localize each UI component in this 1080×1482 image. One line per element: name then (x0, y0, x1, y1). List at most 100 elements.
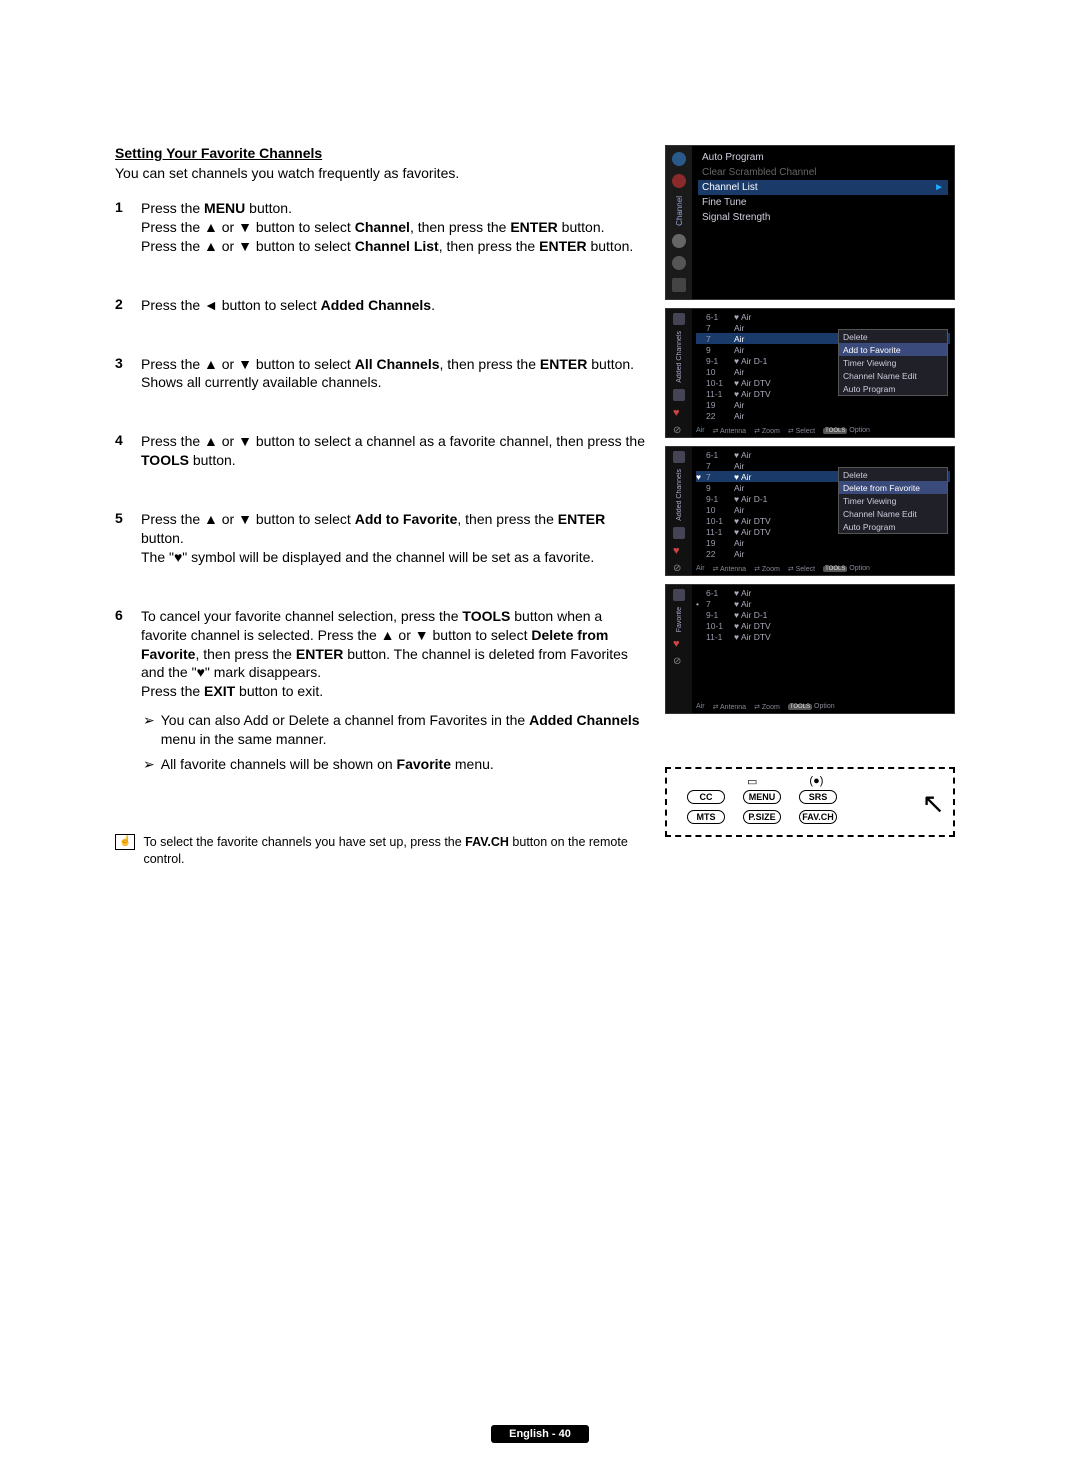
chlist-sidebar: Added Channels ♥ ⊘ (666, 309, 692, 437)
setup-icon (672, 234, 686, 248)
chlist-footer: Air ⇄ Antenna ⇄ Zoom ⇄ Select TOOLS Opti… (696, 565, 950, 573)
popup-item[interactable]: Timer Viewing (839, 494, 947, 507)
channel-tab-label: Channel (675, 196, 684, 226)
step-number: 4 (115, 432, 127, 470)
chlist-footer: Air ⇄ Antenna ⇄ Zoom TOOLS Option (696, 703, 950, 711)
channel-row[interactable]: 22Air (696, 548, 950, 559)
step-body: To cancel your favorite channel selectio… (141, 607, 645, 701)
channel-row[interactable]: •7♥ Air (696, 598, 950, 609)
sound-icon (672, 174, 686, 188)
tab-label: Added Channels (676, 331, 683, 383)
remote-button-srs[interactable]: SRS (799, 790, 837, 804)
step-number: 1 (115, 199, 127, 256)
step-number: 6 (115, 607, 127, 701)
osd-menu-list: Auto Program Clear Scrambled Channel Cha… (692, 146, 954, 299)
channel-row[interactable]: 10-1♥ Air DTV (696, 620, 950, 631)
step-4: 4 Press the ▲ or ▼ button to select a ch… (115, 432, 645, 470)
rec-icon: (●) (809, 775, 823, 788)
menu-item[interactable]: Clear Scrambled Channel (698, 165, 948, 180)
popup-item[interactable]: Delete (839, 468, 947, 481)
channel-row[interactable]: 19Air (696, 537, 950, 548)
osd-channel-menu: Channel Auto Program Clear Scrambled Cha… (665, 145, 955, 300)
heart-icon: ♥ (673, 407, 685, 419)
menu-item-selected[interactable]: Channel List► (698, 180, 948, 195)
step-number: 5 (115, 510, 127, 567)
section-heading: Setting Your Favorite Channels (115, 145, 645, 161)
channel-rows: 6-1♥ Air•7♥ Air9-1♥ Air D-110-1♥ Air DTV… (692, 585, 954, 644)
picture-icon (672, 152, 686, 166)
sleep-icon: ▭ (747, 775, 757, 788)
added-icon (673, 527, 685, 539)
step-5: 5 Press the ▲ or ▼ button to select Add … (115, 510, 645, 567)
remote-button-cc[interactable]: CC (687, 790, 725, 804)
channel-row[interactable]: 19Air (696, 399, 950, 410)
remote-control-diagram: ▭ (●) CC MENU SRS MTS P.SIZE FAV.CH ↖ (665, 767, 955, 837)
added-icon (673, 589, 685, 601)
step-2: 2 Press the ◄ button to select Added Cha… (115, 296, 645, 315)
all-icon (673, 313, 685, 325)
heart-icon: ♥ (673, 545, 685, 557)
menu-item[interactable]: Fine Tune (698, 195, 948, 210)
osd-added-channels-add: Added Channels ♥ ⊘ 6-1♥ Air7Air7Air9Air9… (665, 308, 955, 438)
added-icon (673, 389, 685, 401)
channel-row[interactable]: 22Air (696, 410, 950, 421)
popup-item[interactable]: Channel Name Edit (839, 507, 947, 520)
channel-row[interactable]: 6-1♥ Air (696, 587, 950, 598)
step-3: 3 Press the ▲ or ▼ button to select All … (115, 355, 645, 393)
lock-icon: ⊘ (673, 425, 685, 437)
menu-item[interactable]: Auto Program (698, 150, 948, 165)
step-body: Press the ◄ button to select Added Chann… (141, 296, 435, 315)
osd-favorite-list: Favorite ♥ ⊘ 6-1♥ Air•7♥ Air9-1♥ Air D-1… (665, 584, 955, 714)
channel-row[interactable]: 6-1♥ Air (696, 449, 950, 460)
remote-button-menu[interactable]: MENU (743, 790, 781, 804)
channel-row[interactable]: 11-1♥ Air DTV (696, 631, 950, 642)
notes-list: ➢ You can also Add or Delete a channel f… (143, 711, 645, 774)
popup-item[interactable]: Timer Viewing (839, 356, 947, 369)
bullet-icon: ➢ (143, 711, 155, 749)
step-body: Press the ▲ or ▼ button to select Add to… (141, 510, 645, 567)
popup-item[interactable]: Auto Program (839, 520, 947, 533)
heart-icon: ♥ (673, 638, 685, 650)
osd-added-channels-delete: Added Channels ♥ ⊘ 6-1♥ Air7Air♥7♥ Air9A… (665, 446, 955, 576)
cursor-icon: ↖ (922, 787, 945, 820)
chlist-sidebar: Added Channels ♥ ⊘ (666, 447, 692, 575)
channel-row[interactable]: 9-1♥ Air D-1 (696, 609, 950, 620)
lock-icon: ⊘ (673, 656, 685, 668)
popup-item[interactable]: Delete (839, 330, 947, 343)
step-body: Press the ▲ or ▼ button to select a chan… (141, 432, 645, 470)
intro-text: You can set channels you watch frequentl… (115, 165, 645, 181)
tab-label: Added Channels (676, 469, 683, 521)
arrow-right-icon: ► (934, 182, 944, 193)
popup-item[interactable]: Channel Name Edit (839, 369, 947, 382)
tools-popup: DeleteAdd to FavoriteTimer ViewingChanne… (838, 329, 948, 396)
step-body: Press the MENU button. Press the ▲ or ▼ … (141, 199, 633, 256)
channel-row[interactable]: 6-1♥ Air (696, 311, 950, 322)
input-icon (672, 256, 686, 270)
note-icon: ☝ (115, 834, 135, 850)
remote-button-favch[interactable]: FAV.CH (799, 810, 837, 824)
lock-icon: ⊘ (673, 563, 685, 575)
remote-button-mts[interactable]: MTS (687, 810, 725, 824)
page-footer: English - 40 (0, 1424, 1080, 1442)
bullet-icon: ➢ (143, 755, 155, 774)
popup-item[interactable]: Add to Favorite (839, 343, 947, 356)
osd-sidebar: Channel (666, 146, 692, 299)
chlist-footer: Air ⇄ Antenna ⇄ Zoom ⇄ Select TOOLS Opti… (696, 427, 950, 435)
bullet-item: ➢ You can also Add or Delete a channel f… (143, 711, 645, 749)
all-icon (673, 451, 685, 463)
tools-popup: DeleteDelete from FavoriteTimer ViewingC… (838, 467, 948, 534)
remote-button-psize[interactable]: P.SIZE (743, 810, 781, 824)
chlist-sidebar: Favorite ♥ ⊘ (666, 585, 692, 713)
footnote: ☝ To select the favorite channels you ha… (115, 834, 645, 868)
step-number: 3 (115, 355, 127, 393)
bullet-item: ➢ All favorite channels will be shown on… (143, 755, 645, 774)
popup-item[interactable]: Delete from Favorite (839, 481, 947, 494)
step-body: Press the ▲ or ▼ button to select All Ch… (141, 355, 634, 393)
step-number: 2 (115, 296, 127, 315)
popup-item[interactable]: Auto Program (839, 382, 947, 395)
menu-item[interactable]: Signal Strength (698, 210, 948, 225)
application-icon (672, 278, 686, 292)
tab-label: Favorite (676, 607, 683, 632)
step-6: 6 To cancel your favorite channel select… (115, 607, 645, 701)
step-1: 1 Press the MENU button. Press the ▲ or … (115, 199, 645, 256)
